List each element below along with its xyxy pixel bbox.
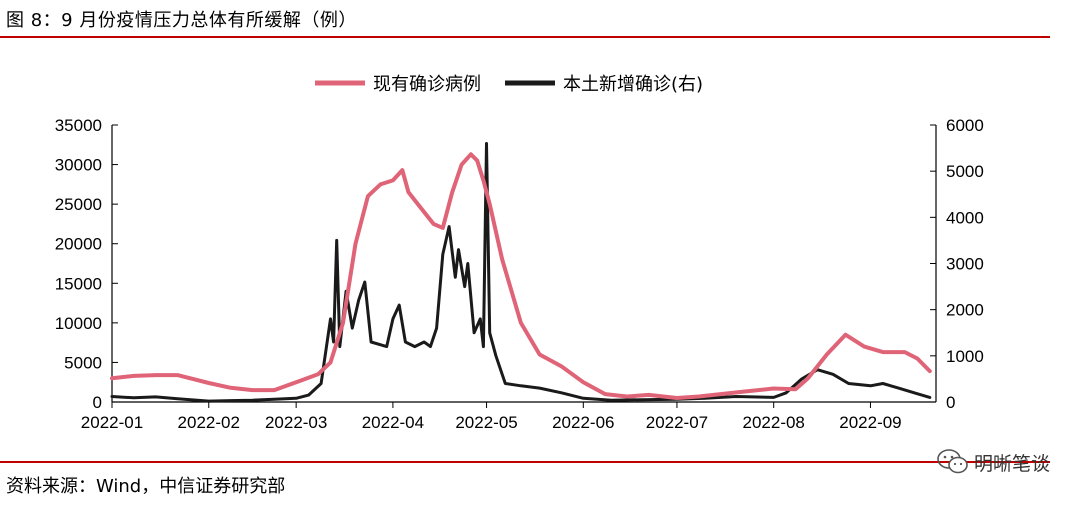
left-y-tick-label: 15000 bbox=[55, 274, 102, 293]
x-tick-label: 2022-04 bbox=[362, 413, 424, 432]
right-y-tick-label: 4000 bbox=[946, 208, 984, 227]
left-y-tick-label: 30000 bbox=[55, 156, 102, 175]
right-y-tick-label: 5000 bbox=[946, 162, 984, 181]
bottom-red-rule bbox=[0, 461, 1050, 463]
left-y-tick-label: 5000 bbox=[64, 353, 102, 372]
right-y-tick-label: 3000 bbox=[946, 255, 984, 274]
x-tick-label: 2022-01 bbox=[81, 413, 143, 432]
chart-axes bbox=[111, 125, 937, 403]
left-y-tick-label: 25000 bbox=[55, 195, 102, 214]
source-note: 资料来源：Wind，中信证券研究部 bbox=[6, 476, 286, 497]
x-tick-label: 2022-03 bbox=[265, 413, 327, 432]
right-y-tick-label: 1000 bbox=[946, 347, 984, 366]
x-tick-label: 2022-08 bbox=[743, 413, 805, 432]
chart-ticks: 0 5000 10000 15000 20000 25000 30000 35000 0 1000… bbox=[55, 116, 984, 432]
left-y-tick-label: 35000 bbox=[55, 116, 102, 135]
chart-svg: 现有确诊病例 本土新增确诊(右) 05000100001500020000250… bbox=[55, 74, 984, 432]
right-y-tick-label: 6000 bbox=[946, 116, 984, 135]
x-tick-label: 2022-02 bbox=[178, 413, 240, 432]
right-y-tick-label: 0 bbox=[946, 393, 955, 412]
legend-label-left-series: 现有确诊病例 bbox=[373, 74, 481, 95]
series-line-right bbox=[110, 142, 932, 403]
top-red-rule bbox=[0, 36, 1050, 38]
chart-series bbox=[110, 142, 932, 403]
x-tick-label: 2022-06 bbox=[552, 413, 614, 432]
x-tick-label: 2022-07 bbox=[646, 413, 708, 432]
watermark: 明晰笔谈 bbox=[936, 448, 1050, 476]
series-line-left bbox=[110, 152, 932, 400]
right-y-tick-label: 2000 bbox=[946, 301, 984, 320]
left-y-tick-label: 20000 bbox=[55, 235, 102, 254]
legend-label-right-series: 本土新增确诊(右) bbox=[563, 74, 703, 95]
x-tick-label: 2022-05 bbox=[455, 413, 517, 432]
x-tick-label: 2022-09 bbox=[839, 413, 901, 432]
chart-legend: 现有确诊病例 本土新增确诊(右) bbox=[315, 74, 703, 95]
left-y-tick-label: 10000 bbox=[55, 314, 102, 333]
left-y-tick-label: 0 bbox=[93, 393, 102, 412]
chart-figure-title: 图 8：9 月份疫情压力总体有所缓解（例） bbox=[6, 10, 357, 31]
wechat-icon bbox=[937, 449, 968, 474]
watermark-text: 明晰笔谈 bbox=[973, 452, 1050, 475]
